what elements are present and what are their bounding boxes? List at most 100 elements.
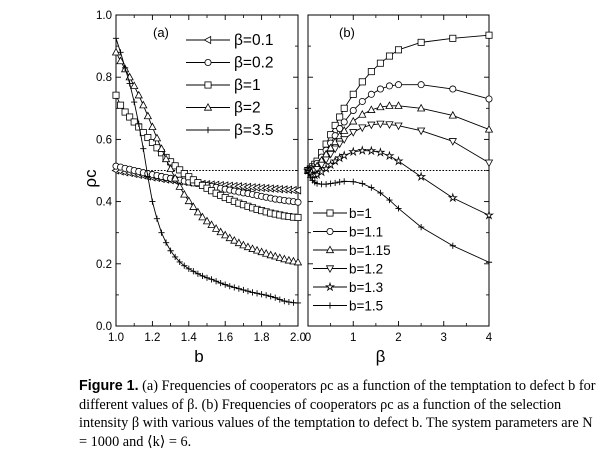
data-point	[294, 299, 302, 307]
legend: β=0.1 β=0.2 β=1 β=2 β=3.5	[186, 32, 274, 139]
panel-b: 0 1 2 3 4 β (b) b=1 b=1.1 b=1.15 b=1.2 b=1.3 b=1.5	[302, 14, 495, 366]
data-point	[395, 205, 402, 212]
legend-marker	[204, 59, 212, 67]
data-point	[267, 293, 274, 300]
data-point	[330, 145, 340, 154]
legend-marker	[203, 35, 212, 45]
legend: b=1 b=1.1 b=1.15 b=1.2 b=1.3 b=1.5	[313, 206, 391, 314]
data-point	[111, 47, 121, 56]
data-point	[148, 139, 156, 147]
data-point	[377, 189, 384, 196]
data-point	[193, 207, 203, 216]
caption-label: Figure 1.	[79, 378, 139, 394]
data-point	[340, 126, 349, 134]
data-point	[317, 161, 326, 170]
data-point	[258, 291, 265, 298]
legend-label: β=0.2	[234, 55, 274, 72]
data-point	[231, 284, 238, 291]
panel-label: (a)	[153, 25, 169, 40]
legend-marker	[326, 302, 334, 309]
x-tick-label: 1.2	[144, 332, 160, 344]
data-point	[367, 90, 375, 98]
data-point	[213, 278, 220, 285]
y-tick-label: 0.2	[96, 259, 112, 271]
data-point	[367, 68, 375, 76]
data-point	[116, 56, 125, 65]
x-tick-label: 1	[350, 332, 356, 344]
data-point	[349, 129, 358, 137]
data-point	[385, 82, 393, 90]
data-point	[336, 113, 344, 121]
legend-label: β=1	[234, 77, 261, 94]
legend-label: b=1.3	[349, 280, 383, 295]
data-point	[194, 270, 201, 277]
caption-text: (a) Frequencies of cooperators ρc as a f…	[79, 378, 596, 450]
data-point	[180, 189, 189, 198]
data-point	[376, 59, 384, 67]
legend-label: b=1.2	[349, 262, 383, 277]
data-point	[121, 108, 129, 116]
data-point	[199, 272, 206, 280]
data-point	[326, 150, 335, 159]
x-tick-label: 1.4	[181, 332, 198, 344]
data-point	[484, 159, 494, 168]
data-point	[349, 106, 357, 114]
data-point	[449, 242, 456, 249]
data-point	[284, 255, 294, 264]
data-point	[358, 97, 366, 105]
legend-label: β=0.1	[234, 32, 274, 49]
data-point	[181, 262, 188, 269]
y-tick-label: 0.4	[96, 197, 113, 209]
data-point	[149, 198, 156, 205]
data-point	[216, 227, 225, 236]
data-point	[176, 258, 183, 266]
data-point	[184, 196, 193, 205]
data-point	[239, 240, 248, 249]
data-point	[447, 192, 458, 203]
data-point	[144, 134, 152, 142]
x-tick-label: 3	[441, 332, 447, 344]
data-point	[157, 144, 166, 152]
legend-marker	[204, 81, 212, 89]
data-point	[172, 253, 179, 261]
data-point	[271, 251, 280, 260]
x-tick-label: 4	[486, 332, 493, 344]
data-point	[148, 122, 157, 131]
data-point	[485, 259, 493, 266]
data-point	[112, 35, 120, 42]
y-tick-label: 0.8	[96, 72, 112, 84]
data-point	[449, 34, 457, 42]
data-point	[416, 127, 426, 136]
legend-marker	[326, 227, 334, 235]
data-point	[358, 78, 366, 86]
data-point	[130, 118, 138, 126]
data-point	[171, 162, 179, 170]
data-point	[394, 81, 402, 89]
series-β=3.5	[112, 35, 302, 307]
data-point	[350, 178, 357, 185]
panel-a: 1.0 1.2 1.4 1.6 1.8 2.0 0.0 0.2 0.4 0.6 0.8 1.0 b ρc (…	[81, 10, 306, 366]
data-point	[285, 298, 292, 306]
data-point	[122, 64, 129, 71]
data-point	[484, 124, 494, 133]
data-point	[266, 250, 275, 259]
x-tick-label: 2	[395, 332, 401, 344]
data-point	[249, 289, 256, 296]
data-point	[376, 120, 385, 129]
data-point	[367, 105, 376, 113]
data-point	[293, 257, 303, 266]
data-point	[275, 253, 284, 261]
data-point	[339, 150, 350, 160]
panel-label: (b)	[339, 25, 355, 40]
y-axis-label: ρc	[81, 169, 100, 188]
data-point	[225, 233, 234, 242]
data-point	[131, 98, 138, 106]
data-point	[340, 136, 349, 144]
data-point	[336, 178, 343, 186]
data-point	[161, 154, 171, 163]
legend-label: β=3.5	[234, 122, 274, 139]
data-point	[143, 111, 153, 120]
data-point	[130, 81, 139, 90]
data-point	[394, 101, 403, 109]
figure-caption: Figure 1. (a) Frequencies of cooperators…	[79, 377, 601, 451]
